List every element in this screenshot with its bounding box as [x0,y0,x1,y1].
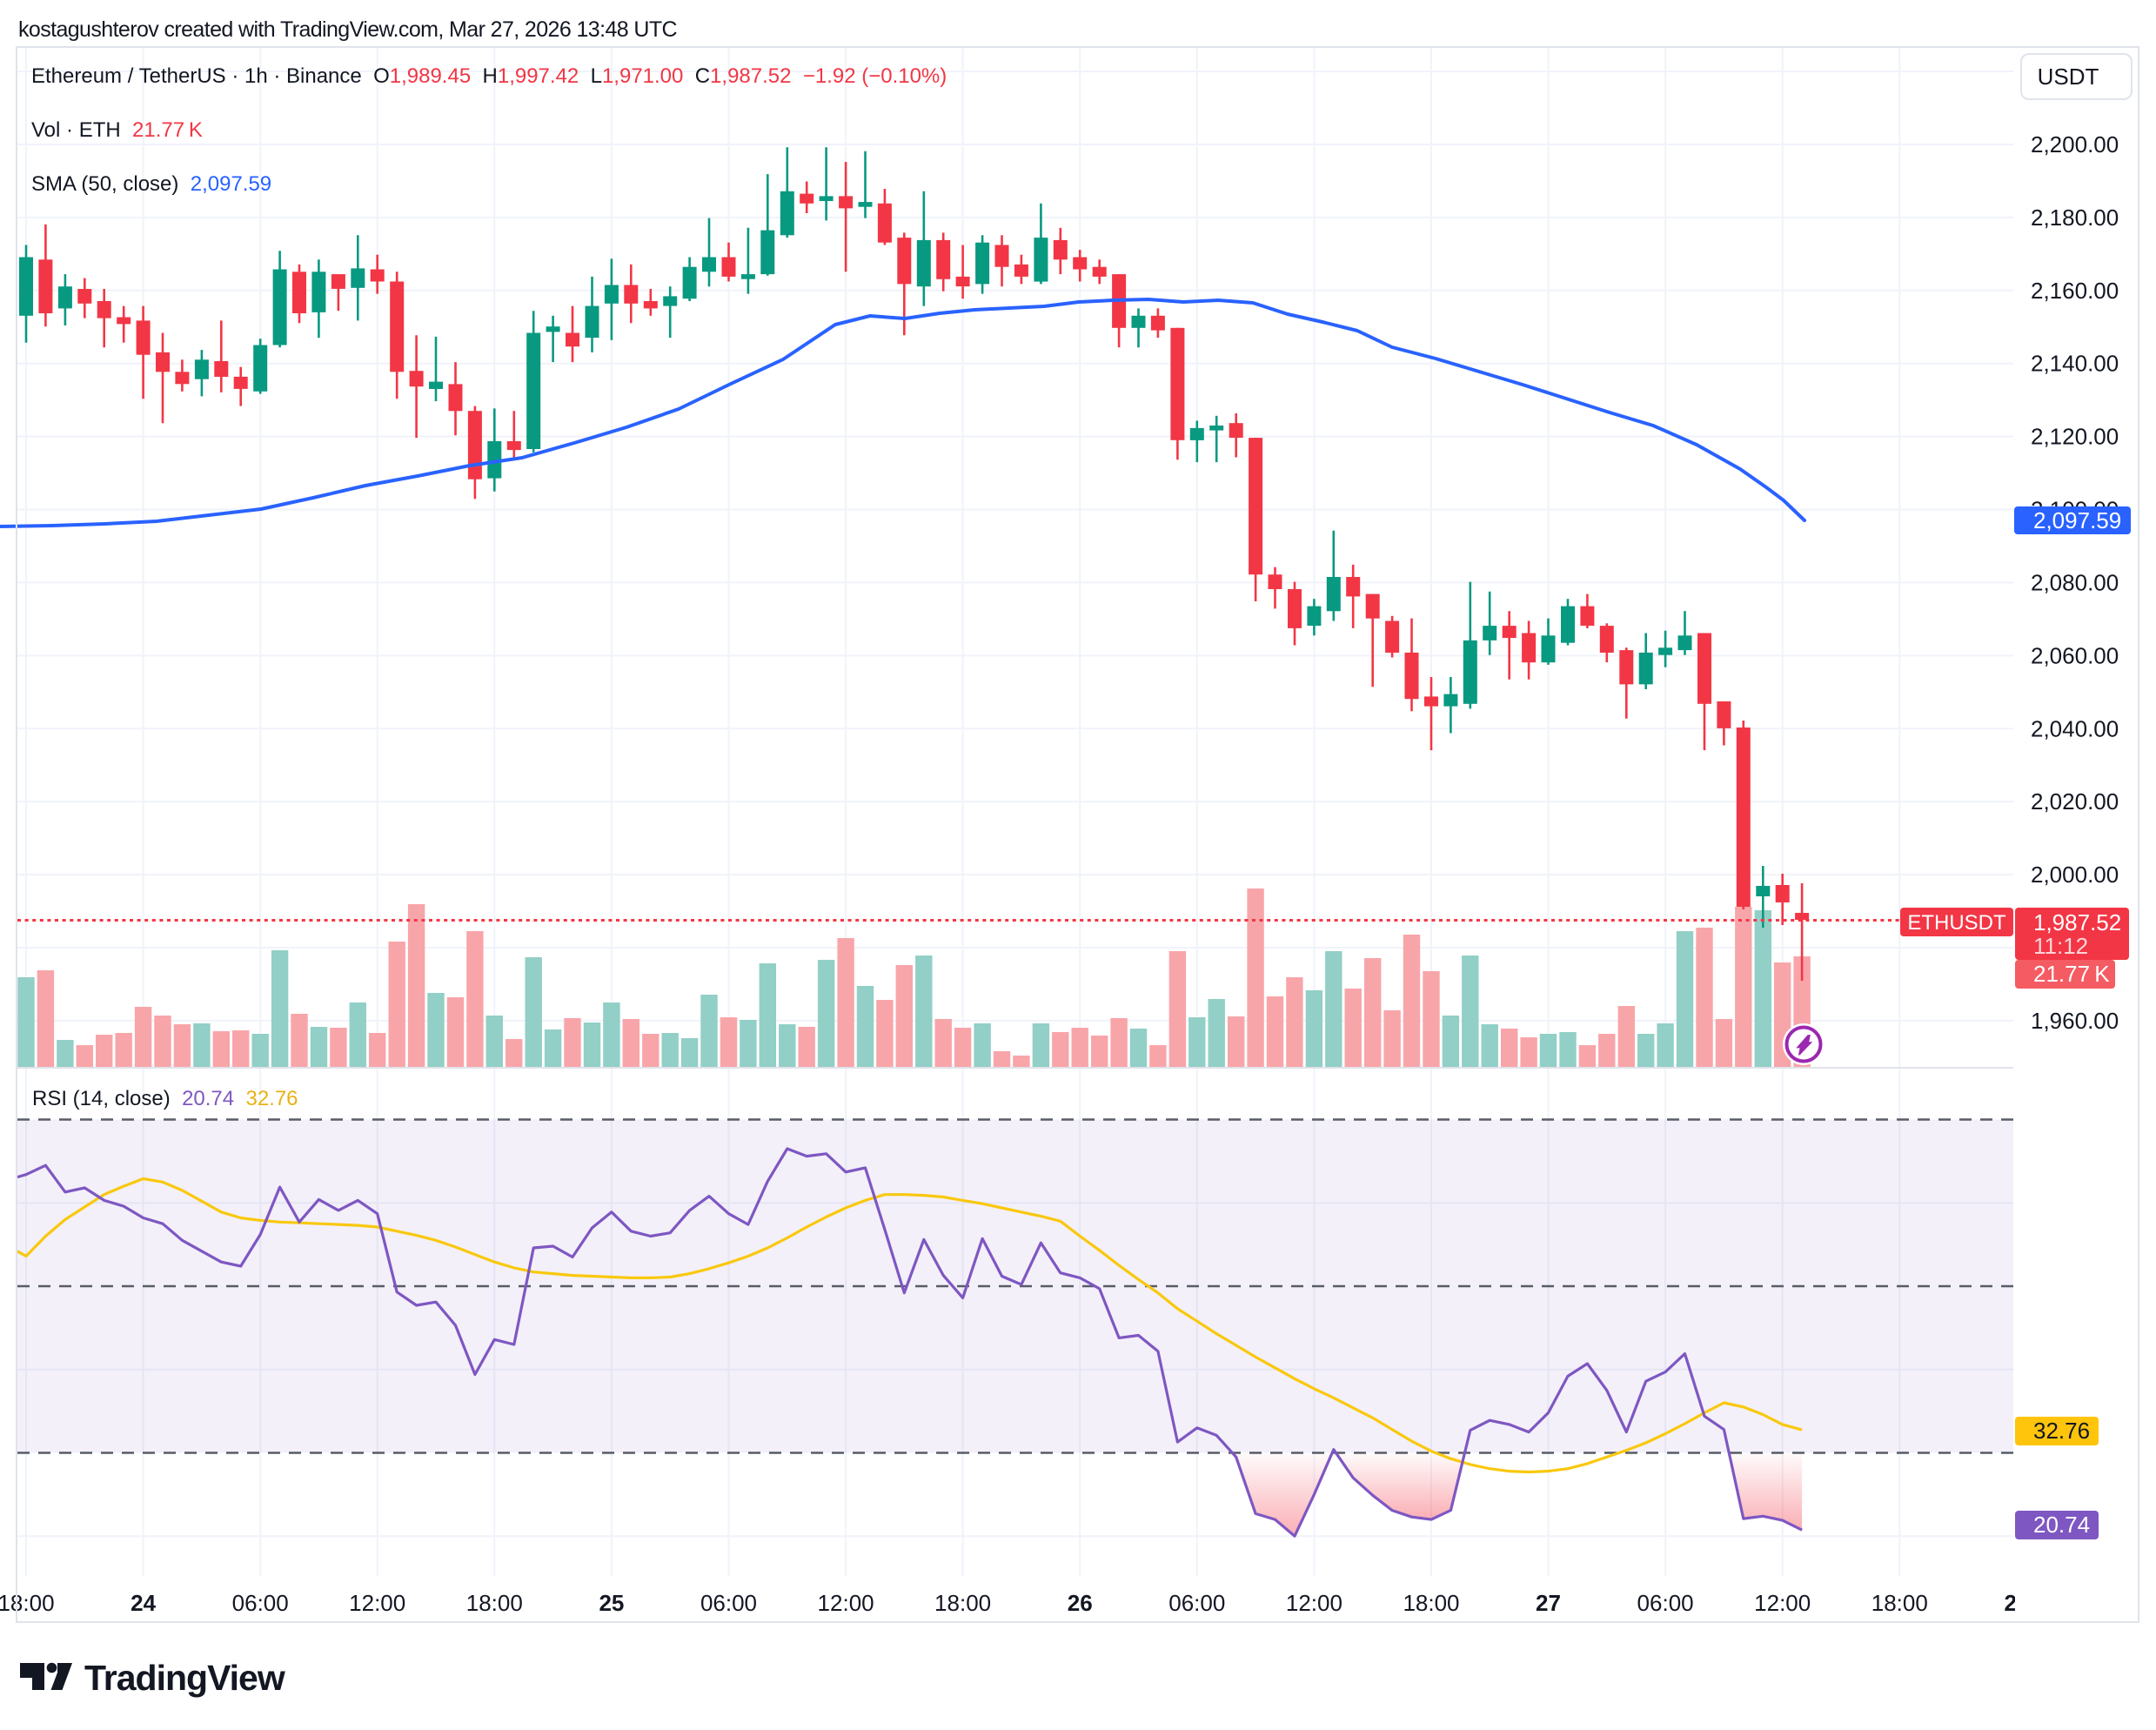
svg-text:21.77 K: 21.77 K [2033,961,2110,987]
svg-text:18:00: 18:00 [1403,1590,1459,1616]
svg-text:USDT: USDT [2038,64,2099,90]
svg-text:28: 28 [2004,1590,2029,1616]
svg-text:25: 25 [599,1590,624,1616]
svg-text:2,040.00: 2,040.00 [2031,715,2119,741]
svg-text:2,000.00: 2,000.00 [2031,862,2119,888]
svg-text:18:00: 18:00 [0,1590,55,1616]
svg-text:12:00: 12:00 [349,1590,405,1616]
svg-text:27: 27 [1536,1590,1561,1616]
svg-text:06:00: 06:00 [1168,1590,1225,1616]
svg-text:2,140.00: 2,140.00 [2031,351,2119,377]
svg-text:26: 26 [1068,1590,1093,1616]
svg-text:2,180.00: 2,180.00 [2031,205,2119,231]
svg-text:32.76: 32.76 [2033,1418,2090,1444]
svg-text:06:00: 06:00 [232,1590,289,1616]
svg-text:18:00: 18:00 [466,1590,523,1616]
svg-text:1,987.52: 1,987.52 [2033,909,2121,935]
svg-text:12:00: 12:00 [1754,1590,1811,1616]
svg-text:12:00: 12:00 [1286,1590,1342,1616]
svg-text:06:00: 06:00 [700,1590,757,1616]
svg-text:18:00: 18:00 [934,1590,991,1616]
svg-text:TradingView: TradingView [84,1660,285,1698]
svg-text:20.74: 20.74 [2033,1512,2090,1538]
svg-text:2,020.00: 2,020.00 [2031,788,2119,815]
svg-text:1,960.00: 1,960.00 [2031,1008,2119,1034]
svg-text:18:00: 18:00 [1871,1590,1928,1616]
svg-text:2,120.00: 2,120.00 [2031,424,2119,450]
svg-text:2,097.59: 2,097.59 [2033,507,2121,533]
svg-text:12:00: 12:00 [818,1590,874,1616]
svg-text:11:12: 11:12 [2033,933,2088,959]
svg-text:2,080.00: 2,080.00 [2031,569,2119,595]
svg-text:2,060.00: 2,060.00 [2031,642,2119,668]
svg-text:24: 24 [131,1590,156,1616]
svg-text:06:00: 06:00 [1637,1590,1694,1616]
svg-text:2,160.00: 2,160.00 [2031,278,2119,304]
svg-text:ETHUSDT: ETHUSDT [1907,911,2006,935]
svg-text:2,200.00: 2,200.00 [2031,131,2119,158]
